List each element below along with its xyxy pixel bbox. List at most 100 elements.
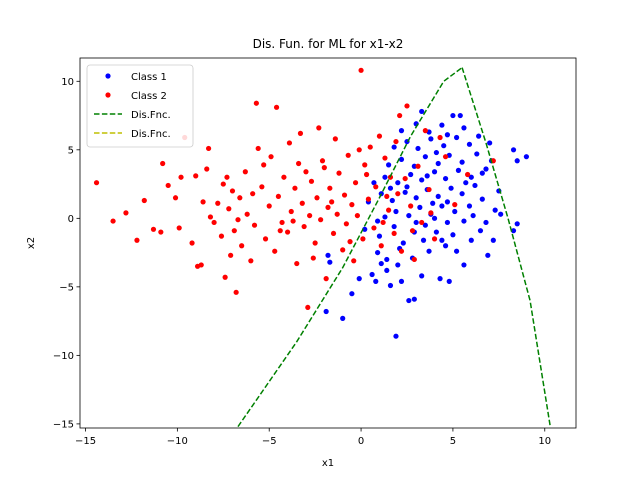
data-point [358,67,364,73]
data-point [325,252,331,258]
data-point [294,260,300,267]
data-point [292,185,298,191]
data-point [228,252,234,258]
data-point [327,259,333,265]
legend-label: Dis.Fnc. [131,110,171,121]
data-point [386,162,392,168]
data-point [222,274,228,280]
data-point [299,200,305,206]
x-tick-label: 5 [450,436,456,447]
data-point [193,173,199,179]
data-point [288,208,294,215]
data-point [382,174,388,180]
data-point [439,237,445,243]
axes: −15 −10 −5 0 5 10 −15 −10 −5 0 5 10 [53,57,577,447]
x-tick-label: 10 [538,436,551,447]
data-point [242,169,248,175]
data-point [277,228,283,234]
plot-area [93,66,552,428]
data-point [356,147,362,153]
data-point [284,229,291,235]
data-point [351,258,357,264]
data-point [395,180,401,186]
data-point [373,184,379,190]
data-point [367,144,373,150]
data-point [134,237,140,243]
data-point [402,189,408,195]
data-point [237,195,243,201]
data-point [444,199,451,205]
data-point [408,203,414,209]
data-point [318,217,324,223]
data-point [387,185,394,191]
data-point [455,167,462,173]
data-point [371,225,377,231]
legend-label: Class 2 [131,91,167,102]
data-point [375,249,381,256]
data-point [419,108,425,115]
data-point [398,128,405,134]
x-tick-label: 0 [358,436,364,447]
data-point [510,147,517,153]
data-point [408,171,414,178]
data-point [470,212,476,219]
data-point [244,211,250,217]
y-tick-label: −5 [59,282,74,293]
data-point [409,228,416,234]
data-point [375,218,381,224]
data-point [422,154,428,160]
data-point [498,211,504,217]
data-point [468,237,474,243]
data-point [158,229,164,235]
data-point [150,226,157,232]
legend-marker [105,92,111,98]
data-point [176,225,182,231]
data-point [224,174,230,180]
data-point [178,174,184,180]
legend-marker [105,73,111,79]
data-point [251,222,258,228]
data-point [279,219,285,226]
chart-title: Dis. Fun. for ML for x1-x2 [253,37,404,51]
data-point [393,208,399,215]
data-point [272,248,278,254]
x-tick-label: −15 [75,436,96,447]
data-point [330,230,337,237]
data-point [386,207,392,213]
data-point [297,130,304,136]
data-point [360,236,366,242]
x-axis-label: x1 [322,458,334,469]
data-point [235,217,241,223]
data-point [424,173,430,179]
series-class-1 [323,108,530,339]
x-tick-label: −5 [262,436,277,447]
data-point [215,200,221,206]
data-point [411,163,417,169]
data-point [376,233,383,239]
data-point [160,160,166,167]
x-tick-label: −10 [167,436,188,447]
data-point [435,160,441,167]
data-point [397,112,403,119]
data-point [422,222,428,228]
data-point [468,174,474,180]
data-point [327,185,333,191]
data-point [431,169,438,175]
y-tick-label: 10 [61,77,74,88]
data-point [172,195,179,201]
data-point [402,175,408,182]
data-point [465,171,471,178]
data-point [268,154,274,160]
data-point [523,154,530,160]
data-point [400,240,406,246]
data-point [492,207,498,213]
data-point [323,276,329,282]
data-point [384,193,390,200]
data-point [483,219,489,226]
data-point [490,237,496,243]
data-point [485,252,491,258]
data-point [419,219,425,226]
data-point [296,160,302,167]
data-point [200,199,206,205]
data-point [453,248,460,254]
